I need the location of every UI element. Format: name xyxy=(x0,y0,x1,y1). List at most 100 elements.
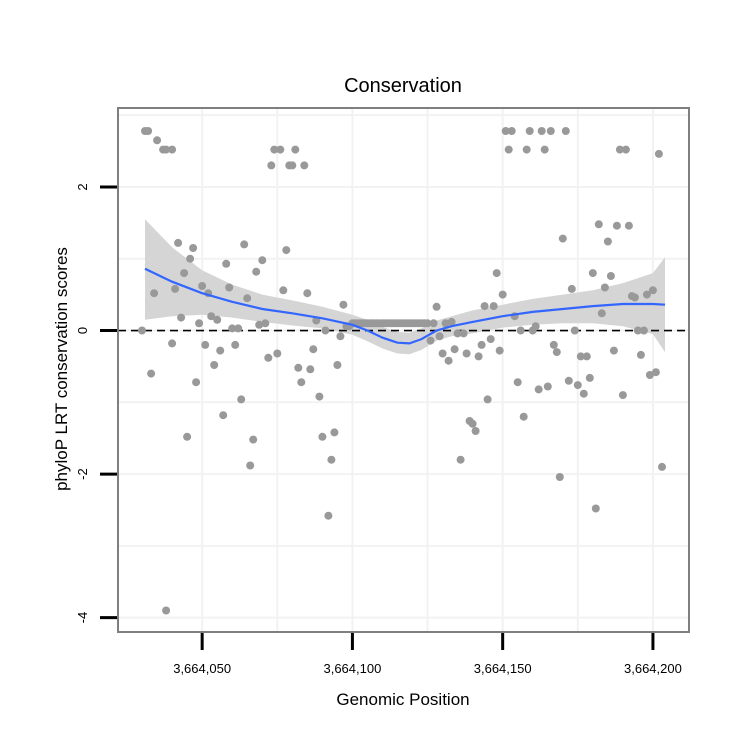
data-point xyxy=(546,127,555,135)
x-tick-label: 3,664,050 xyxy=(173,661,231,676)
data-point xyxy=(519,412,528,421)
data-point xyxy=(543,382,552,391)
data-point xyxy=(648,286,657,295)
data-point xyxy=(495,346,504,355)
data-point xyxy=(588,269,597,278)
data-point xyxy=(654,149,663,158)
data-point xyxy=(658,462,666,471)
data-point xyxy=(291,145,300,154)
data-point xyxy=(444,356,453,365)
data-point xyxy=(639,326,648,335)
data-point xyxy=(258,256,267,265)
data-point xyxy=(462,349,471,358)
data-point xyxy=(471,427,480,435)
data-point xyxy=(162,606,171,615)
data-point xyxy=(240,240,249,249)
data-point xyxy=(186,254,195,263)
data-point xyxy=(573,381,582,390)
x-axis-title: Genomic Position xyxy=(336,690,469,709)
data-point xyxy=(522,145,531,154)
x-tick-label: 3,664,150 xyxy=(474,661,532,676)
data-point xyxy=(441,319,450,328)
x-tick-label: 3,664,200 xyxy=(624,661,682,676)
data-point xyxy=(612,221,621,230)
data-point xyxy=(561,127,570,135)
data-point xyxy=(339,300,348,309)
x-axis: 3,664,050 3,664,100 3,664,150 3,664,200 xyxy=(173,633,682,676)
data-point xyxy=(555,473,564,481)
data-point xyxy=(432,302,441,311)
data-point xyxy=(591,504,600,513)
data-point xyxy=(225,283,234,292)
data-point xyxy=(309,345,318,354)
data-point xyxy=(645,371,654,379)
data-point xyxy=(453,329,462,338)
data-point xyxy=(576,352,585,361)
data-point xyxy=(525,127,534,135)
data-point xyxy=(306,365,315,374)
data-point xyxy=(171,284,180,293)
y-tick-label: 2 xyxy=(75,183,90,190)
data-point xyxy=(288,161,297,170)
data-point xyxy=(549,340,558,349)
y-tick-label: -4 xyxy=(75,612,90,624)
data-point xyxy=(594,220,603,229)
data-point xyxy=(150,289,159,298)
data-point xyxy=(480,302,489,311)
data-point xyxy=(276,145,285,154)
chart-title: Conservation xyxy=(344,75,462,97)
data-point xyxy=(621,145,630,154)
y-axis: -4 -2 0 2 xyxy=(75,183,117,623)
data-point xyxy=(507,127,516,135)
y-tick-label: -2 xyxy=(75,468,90,480)
data-point xyxy=(279,286,288,295)
data-point xyxy=(513,378,522,387)
panel-border xyxy=(117,107,690,633)
data-point xyxy=(618,391,627,400)
data-point xyxy=(585,373,594,382)
data-point xyxy=(615,145,624,154)
data-point xyxy=(429,319,438,328)
data-point xyxy=(597,309,606,318)
data-point xyxy=(579,389,588,398)
data-point xyxy=(327,455,336,464)
data-point xyxy=(537,127,546,135)
data-point xyxy=(438,349,447,358)
data-point xyxy=(267,161,276,170)
data-point xyxy=(183,432,192,441)
data-point xyxy=(582,352,591,361)
data-point xyxy=(249,435,258,444)
data-point xyxy=(450,345,459,354)
data-point xyxy=(540,145,549,154)
smooth-line-layer xyxy=(144,267,666,345)
data-point xyxy=(486,335,495,344)
data-point xyxy=(633,326,642,335)
y-tick-label: 0 xyxy=(75,327,90,334)
data-point xyxy=(630,293,639,302)
data-point xyxy=(192,378,201,387)
data-point xyxy=(213,315,222,324)
data-point xyxy=(456,455,465,464)
data-point xyxy=(207,312,216,321)
data-point xyxy=(294,363,303,372)
data-point xyxy=(219,411,228,420)
data-point xyxy=(174,238,183,247)
data-point xyxy=(222,259,231,268)
gridlines xyxy=(118,108,689,632)
data-point xyxy=(201,340,210,349)
confidence-ribbon-layer xyxy=(145,219,665,355)
data-point xyxy=(435,332,444,341)
data-point xyxy=(162,145,171,154)
data-point xyxy=(606,272,615,280)
data-point xyxy=(570,326,579,335)
data-point xyxy=(492,269,501,278)
data-point xyxy=(147,369,156,378)
data-point xyxy=(303,289,312,298)
data-point xyxy=(498,290,507,299)
data-point xyxy=(210,361,219,369)
data-point xyxy=(489,302,498,311)
data-point xyxy=(234,324,243,333)
data-point xyxy=(297,378,306,387)
